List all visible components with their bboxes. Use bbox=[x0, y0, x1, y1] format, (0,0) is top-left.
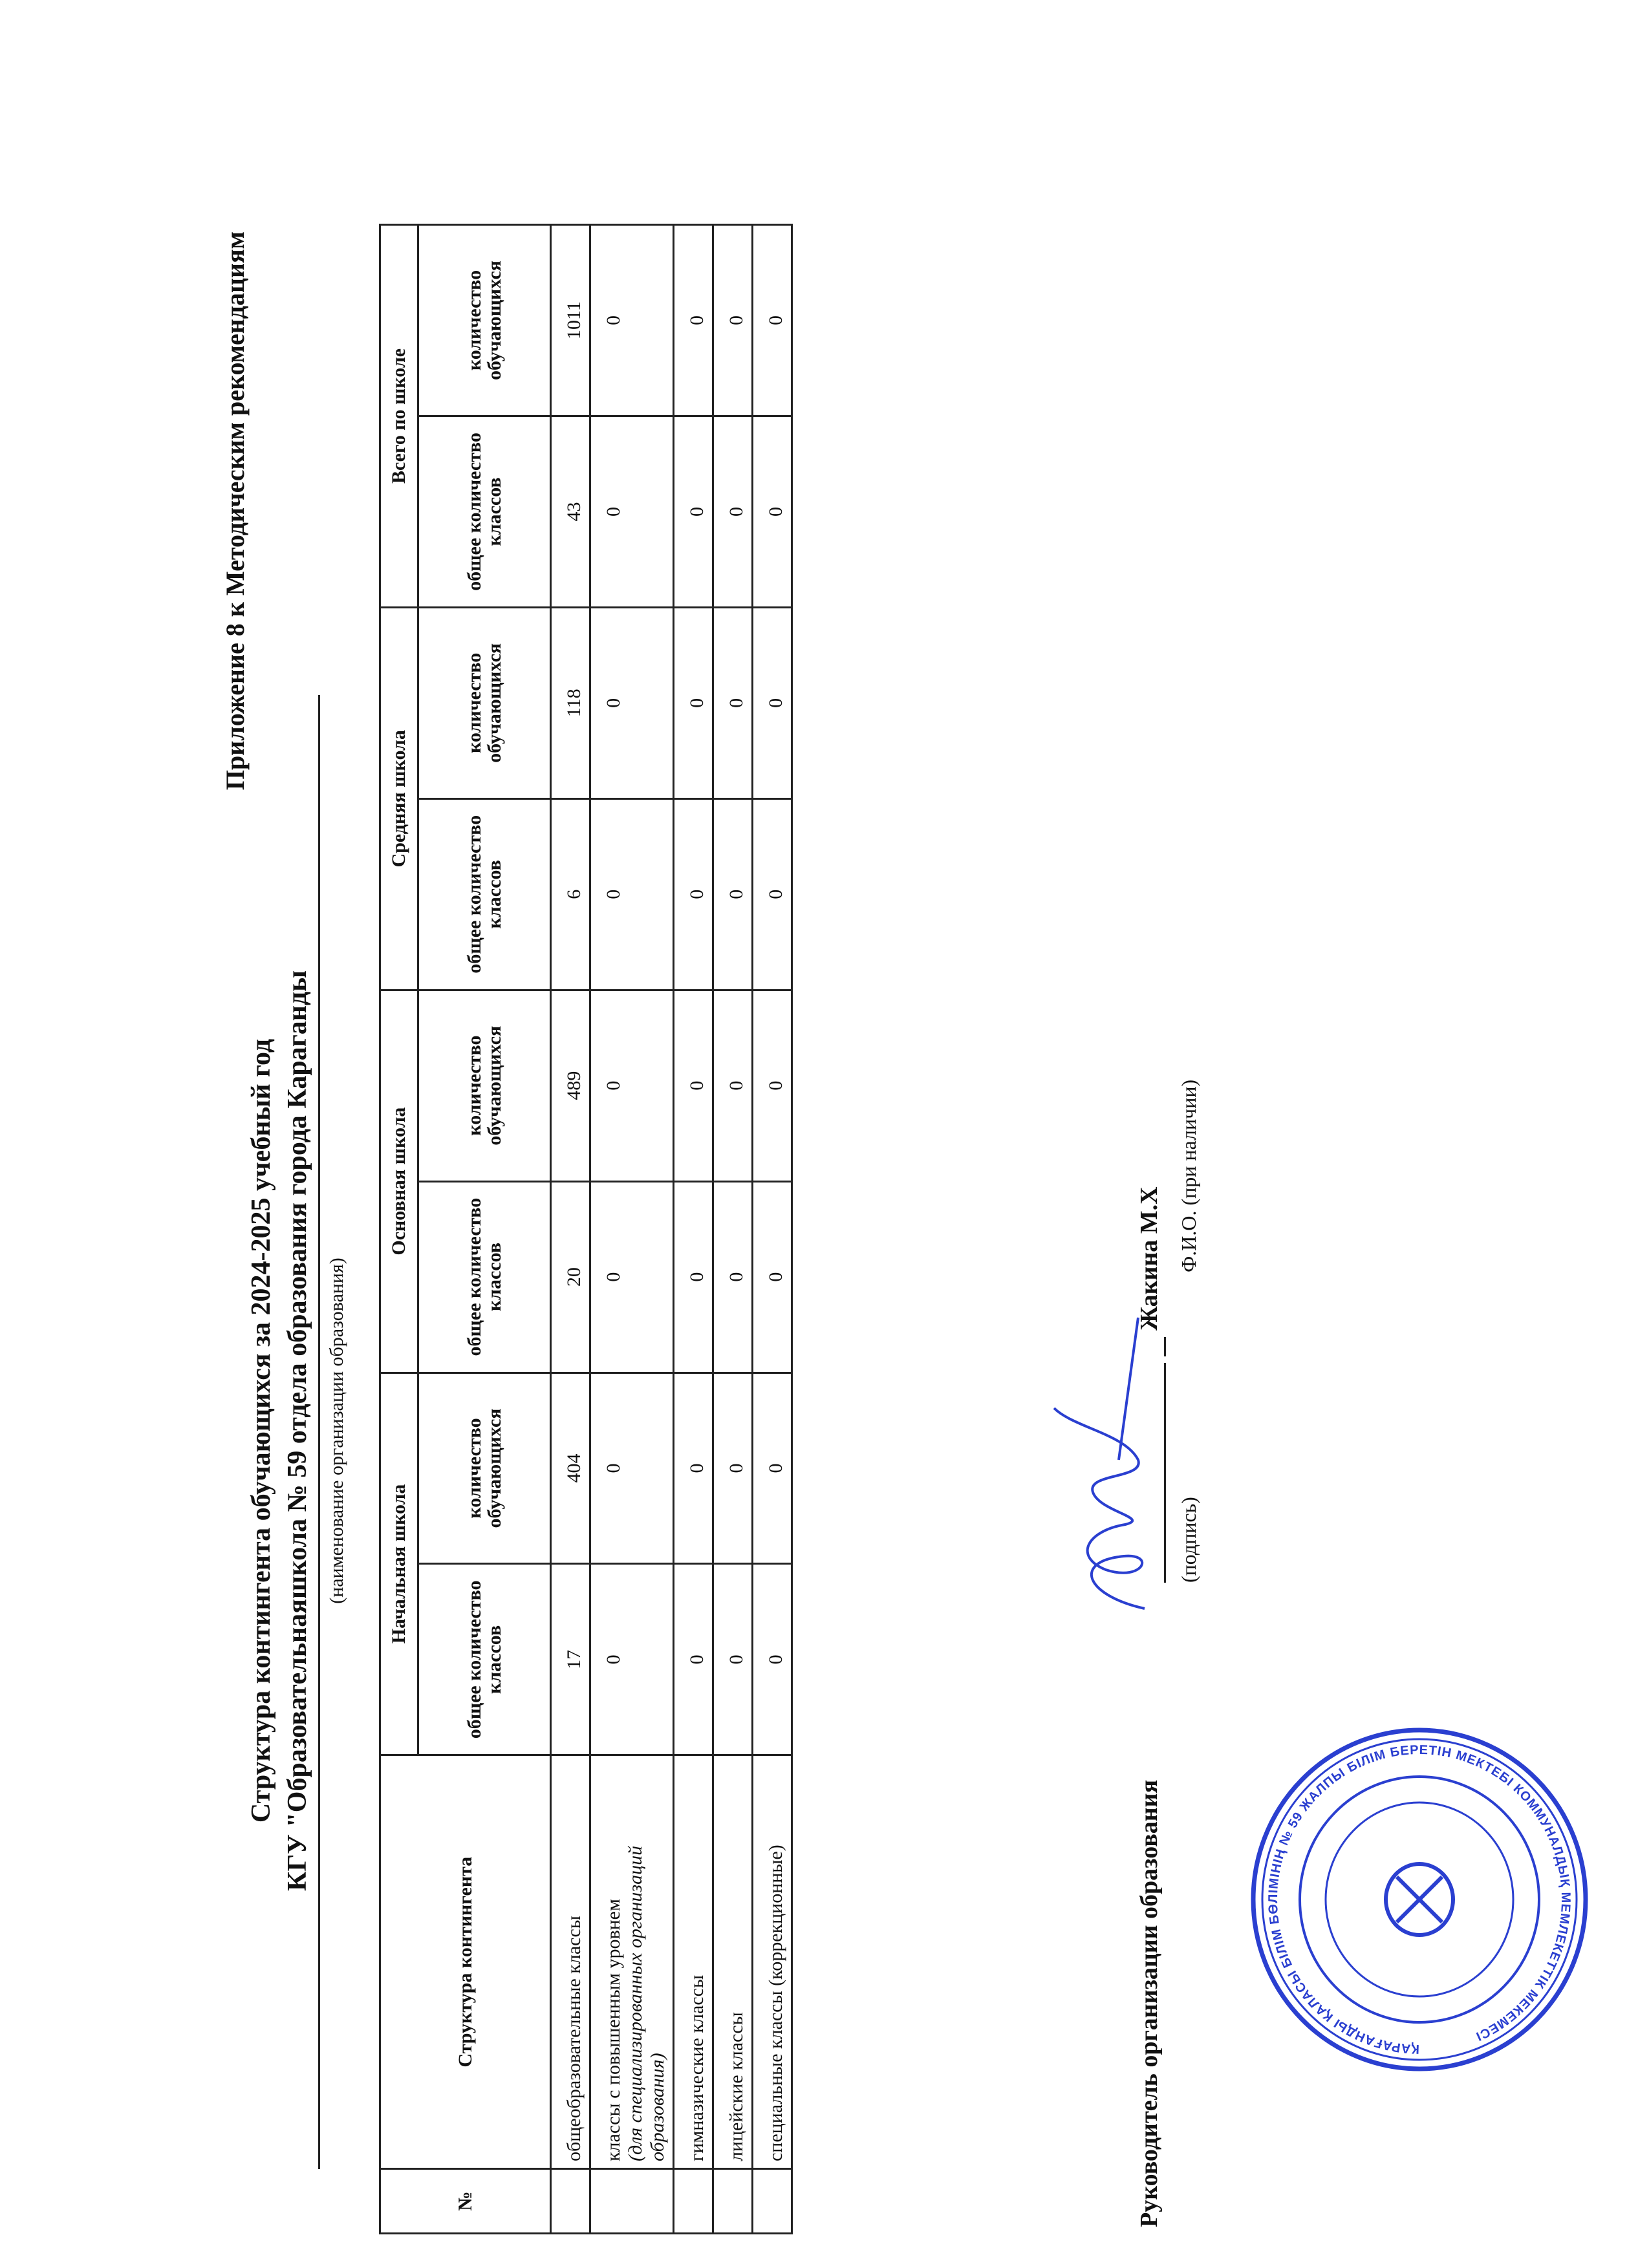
header-student-count: количество обучающихся bbox=[418, 224, 551, 416]
row-number bbox=[752, 2168, 792, 2234]
value-cell: 1011 bbox=[550, 224, 590, 416]
value-cell: 0 bbox=[673, 798, 713, 990]
value-cell: 0 bbox=[590, 1181, 674, 1373]
value-cell: 0 bbox=[590, 990, 674, 1182]
value-cell: 0 bbox=[713, 798, 753, 990]
header-class-count: общее количество классов bbox=[418, 1563, 551, 1755]
row-label-cell: гимназические классы bbox=[673, 1755, 713, 2169]
value-cell: 0 bbox=[590, 416, 674, 608]
row-number bbox=[713, 2168, 753, 2234]
value-cell: 0 bbox=[673, 416, 713, 608]
organization-underline bbox=[318, 695, 320, 2169]
value-cell: 0 bbox=[713, 1563, 753, 1755]
header-structure: Структура контингента bbox=[380, 1755, 551, 2169]
value-cell: 0 bbox=[713, 990, 753, 1182]
value-cell: 0 bbox=[752, 607, 792, 799]
organization-name: КГУ "Образовательнаяшкола № 59 отдела об… bbox=[283, 970, 312, 1892]
value-cell: 0 bbox=[673, 224, 713, 416]
value-cell: 0 bbox=[752, 1563, 792, 1755]
signatory-name: Жакина М.Х bbox=[1136, 1186, 1163, 1331]
table-row: лицейские классы 0 0 0 0 0 0 0 0 bbox=[713, 224, 753, 2234]
value-cell: 0 bbox=[713, 224, 753, 416]
header-class-count: общее количество классов bbox=[418, 798, 551, 990]
header-student-count: количество обучающихся bbox=[418, 990, 551, 1182]
table-row: специальные классы (коррекционные) 0 0 0 0 0 0… bbox=[752, 224, 792, 2234]
value-cell: 0 bbox=[752, 990, 792, 1182]
row-label-cell: специальные классы (коррекционные) bbox=[752, 1755, 792, 2169]
header-student-count: количество обучающихся bbox=[418, 1373, 551, 1564]
signature-caption: (подпись) bbox=[1177, 1497, 1200, 1583]
header-class-count: общее количество классов bbox=[418, 1181, 551, 1373]
table-row: гимназические классы 0 0 0 0 0 0 0 0 bbox=[673, 224, 713, 2234]
value-cell: 489 bbox=[550, 990, 590, 1182]
row-label-cell: классы с повышенным уровнем (для специали… bbox=[590, 1755, 674, 2169]
value-cell: 0 bbox=[713, 1373, 753, 1564]
value-cell: 0 bbox=[713, 607, 753, 799]
value-cell: 0 bbox=[590, 798, 674, 990]
value-cell: 0 bbox=[673, 1181, 713, 1373]
row-label: лицейские классы bbox=[726, 2012, 747, 2162]
signature-dash bbox=[1164, 1337, 1166, 1356]
value-cell: 0 bbox=[673, 1563, 713, 1755]
value-cell: 0 bbox=[713, 416, 753, 608]
document-title: Структура контингента обучающихся за 202… bbox=[246, 1038, 276, 1823]
handwritten-signature bbox=[1053, 1317, 1145, 1610]
row-label: специальные классы (коррекционные) bbox=[765, 1845, 786, 2162]
value-cell: 118 bbox=[550, 607, 590, 799]
signature-line bbox=[1164, 1363, 1166, 1583]
value-cell: 17 bbox=[550, 1563, 590, 1755]
official-stamp: ҚАРАҒАНДЫ ҚАЛАСЫ БІЛІМ БӨЛІМІНІҢ № 59 ЖА… bbox=[1251, 1728, 1588, 2071]
value-cell: 0 bbox=[673, 990, 713, 1182]
header-group-primary: Начальная школа bbox=[380, 1373, 418, 1755]
row-note: (для специализированных организаций обра… bbox=[625, 1845, 668, 2162]
header-class-count: общее количество классов bbox=[418, 416, 551, 608]
value-cell: 404 bbox=[550, 1373, 590, 1564]
value-cell: 43 bbox=[550, 416, 590, 608]
fio-caption: Ф.И.О. (при наличии) bbox=[1177, 1079, 1200, 1272]
value-cell: 0 bbox=[752, 798, 792, 990]
signatory-role: Руководитель организации образования bbox=[1136, 1779, 1163, 2227]
value-cell: 0 bbox=[590, 607, 674, 799]
header-group-basic: Основная школа bbox=[380, 990, 418, 1373]
value-cell: 0 bbox=[590, 1563, 674, 1755]
header-no: № bbox=[380, 2168, 551, 2234]
table-row: общеобразовательные классы 17 404 20 489 6 118… bbox=[550, 224, 590, 2234]
row-label-cell: лицейские классы bbox=[713, 1755, 753, 2169]
value-cell: 20 bbox=[550, 1181, 590, 1373]
row-label: классы с повышенным уровнем bbox=[603, 1899, 624, 2162]
value-cell: 6 bbox=[550, 798, 590, 990]
row-label-cell: общеобразовательные классы bbox=[550, 1755, 590, 2169]
row-number bbox=[550, 2168, 590, 2234]
organization-caption: (наименование организации образования) bbox=[326, 1257, 347, 1604]
value-cell: 0 bbox=[752, 224, 792, 416]
row-number bbox=[673, 2168, 713, 2234]
header-group-total: Всего по школе bbox=[380, 224, 418, 608]
row-label: гимназические классы bbox=[686, 1974, 707, 2162]
value-cell: 0 bbox=[752, 1181, 792, 1373]
value-cell: 0 bbox=[713, 1181, 753, 1373]
header-group-secondary: Средняя школа bbox=[380, 607, 418, 990]
value-cell: 0 bbox=[590, 224, 674, 416]
value-cell: 0 bbox=[673, 607, 713, 799]
row-label: общеобразовательные классы bbox=[563, 1916, 585, 2162]
value-cell: 0 bbox=[752, 1373, 792, 1564]
row-number bbox=[590, 2168, 674, 2234]
header-student-count: количество обучающихся bbox=[418, 607, 551, 799]
value-cell: 0 bbox=[752, 416, 792, 608]
value-cell: 0 bbox=[590, 1373, 674, 1564]
contingent-table: № Структура контингента Начальная школа … bbox=[379, 224, 793, 2234]
value-cell: 0 bbox=[673, 1373, 713, 1564]
table-row: классы с повышенным уровнем (для специали… bbox=[590, 224, 674, 2234]
